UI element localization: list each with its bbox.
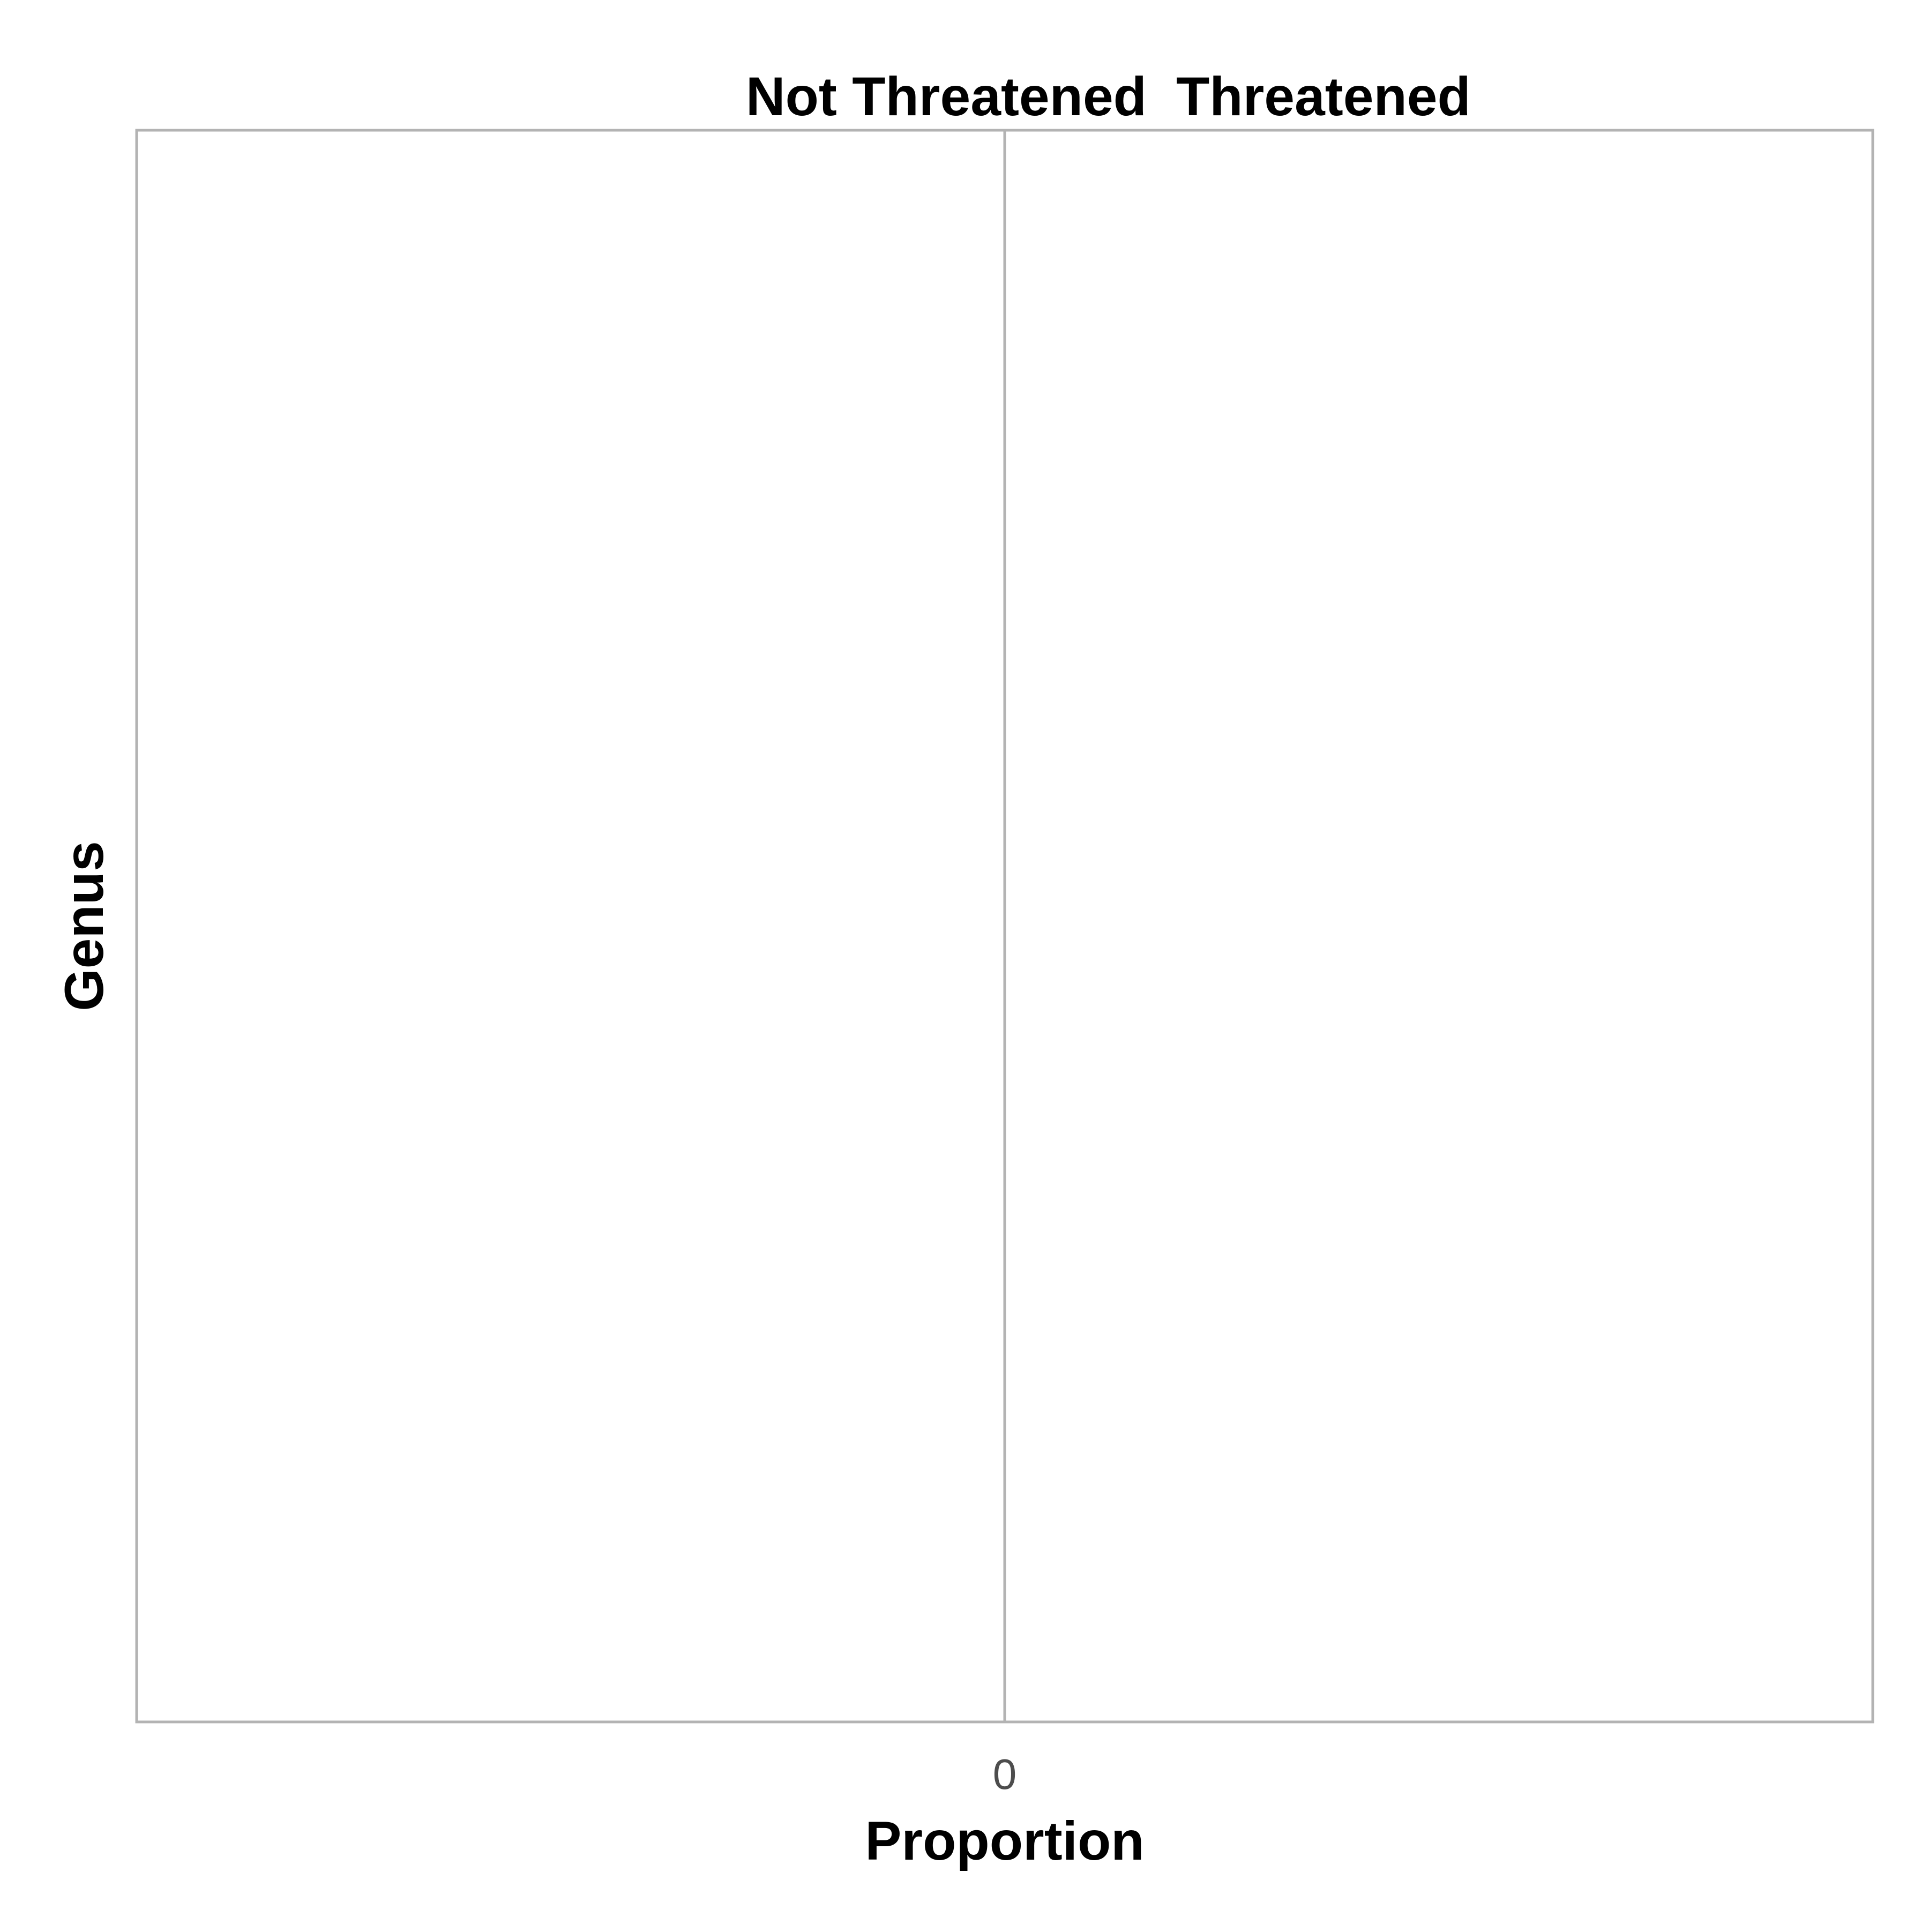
x-axis-title: Proportion — [865, 1810, 1144, 1871]
panel-label-threatened: Threatened — [1176, 66, 1471, 127]
y-axis-title: Genus — [54, 841, 115, 1011]
panel-label-not-threatened: Not Threatened — [746, 66, 1147, 127]
x-tick-label-0: 0 — [993, 1750, 1017, 1798]
